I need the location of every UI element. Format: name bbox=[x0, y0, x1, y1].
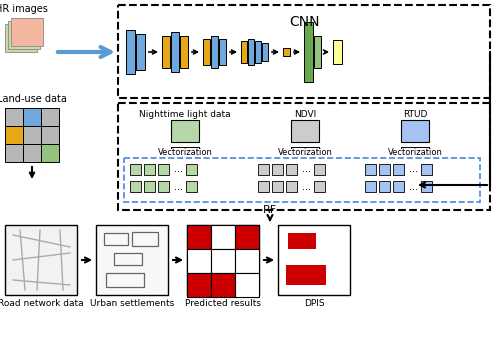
Bar bbox=[130, 181, 141, 192]
Bar bbox=[136, 34, 145, 70]
Bar bbox=[5, 24, 37, 52]
Bar bbox=[211, 249, 235, 273]
Bar bbox=[41, 108, 59, 126]
Text: ...: ... bbox=[302, 181, 311, 192]
Bar bbox=[286, 181, 297, 192]
Bar bbox=[258, 164, 269, 175]
Bar bbox=[171, 120, 199, 142]
Bar bbox=[283, 48, 290, 56]
Bar bbox=[23, 108, 41, 126]
Bar bbox=[333, 40, 342, 64]
Bar bbox=[286, 265, 326, 285]
Text: RF: RF bbox=[263, 205, 277, 215]
Bar bbox=[211, 225, 235, 249]
Text: Vectorization: Vectorization bbox=[278, 148, 332, 157]
Bar bbox=[126, 30, 135, 74]
Bar bbox=[158, 164, 169, 175]
Bar bbox=[41, 126, 59, 144]
Bar bbox=[144, 181, 155, 192]
Bar bbox=[286, 164, 297, 175]
Bar bbox=[171, 32, 179, 72]
Bar bbox=[272, 164, 283, 175]
Bar bbox=[379, 164, 390, 175]
Bar bbox=[314, 181, 325, 192]
Text: NDVI: NDVI bbox=[294, 110, 316, 119]
Bar bbox=[241, 41, 247, 63]
Bar bbox=[365, 181, 376, 192]
Bar bbox=[5, 126, 23, 144]
Bar bbox=[211, 36, 218, 68]
Text: ...: ... bbox=[174, 164, 183, 174]
Text: Urban settlements: Urban settlements bbox=[90, 299, 174, 308]
Bar bbox=[23, 126, 41, 144]
Text: RTUD: RTUD bbox=[403, 110, 427, 119]
Bar bbox=[235, 273, 259, 297]
Bar bbox=[8, 21, 40, 49]
Bar bbox=[130, 164, 141, 175]
Bar bbox=[421, 181, 432, 192]
Bar bbox=[104, 233, 128, 245]
Bar bbox=[187, 273, 211, 297]
Bar bbox=[235, 225, 259, 249]
Bar bbox=[162, 36, 170, 68]
Bar bbox=[158, 181, 169, 192]
Bar bbox=[11, 18, 43, 46]
Text: Nighttime light data: Nighttime light data bbox=[139, 110, 231, 119]
Bar bbox=[272, 181, 283, 192]
Bar bbox=[187, 225, 259, 295]
Bar bbox=[180, 36, 188, 68]
Bar bbox=[314, 164, 325, 175]
Bar bbox=[262, 43, 268, 61]
Bar bbox=[235, 249, 259, 273]
Text: ...: ... bbox=[409, 181, 418, 192]
Bar bbox=[23, 144, 41, 162]
Bar bbox=[187, 249, 211, 273]
Bar bbox=[248, 39, 254, 65]
Bar bbox=[304, 22, 313, 82]
Text: CNN: CNN bbox=[289, 15, 320, 29]
Bar bbox=[401, 120, 429, 142]
Bar bbox=[132, 232, 158, 246]
Bar bbox=[41, 144, 59, 162]
Bar bbox=[5, 144, 23, 162]
Bar bbox=[288, 233, 316, 249]
Bar bbox=[278, 225, 350, 295]
Bar bbox=[365, 164, 376, 175]
Bar bbox=[314, 36, 321, 68]
Bar bbox=[106, 273, 144, 287]
Text: Vectorization: Vectorization bbox=[158, 148, 212, 157]
Bar bbox=[258, 181, 269, 192]
Bar bbox=[118, 103, 490, 210]
Bar bbox=[421, 164, 432, 175]
Bar bbox=[393, 164, 404, 175]
Bar bbox=[186, 181, 197, 192]
Text: HR images: HR images bbox=[0, 4, 48, 14]
Bar bbox=[203, 39, 210, 65]
Bar bbox=[144, 164, 155, 175]
Bar bbox=[211, 273, 235, 297]
Text: Road network data: Road network data bbox=[0, 299, 84, 308]
Bar bbox=[379, 181, 390, 192]
Bar bbox=[124, 158, 480, 202]
Bar bbox=[219, 39, 226, 65]
Bar bbox=[118, 5, 490, 98]
Bar bbox=[5, 108, 23, 126]
Bar bbox=[114, 253, 142, 265]
Bar bbox=[393, 181, 404, 192]
Bar bbox=[5, 225, 77, 295]
Text: Predicted results: Predicted results bbox=[185, 299, 261, 308]
Text: ...: ... bbox=[302, 164, 311, 174]
Bar bbox=[187, 225, 211, 249]
Bar bbox=[255, 41, 261, 63]
Text: Vectorization: Vectorization bbox=[388, 148, 442, 157]
Text: ...: ... bbox=[409, 164, 418, 174]
Text: ...: ... bbox=[174, 181, 183, 192]
Text: Land-use data: Land-use data bbox=[0, 94, 67, 104]
Bar bbox=[291, 120, 319, 142]
Bar bbox=[186, 164, 197, 175]
Bar bbox=[96, 225, 168, 295]
Text: DPIS: DPIS bbox=[304, 299, 324, 308]
